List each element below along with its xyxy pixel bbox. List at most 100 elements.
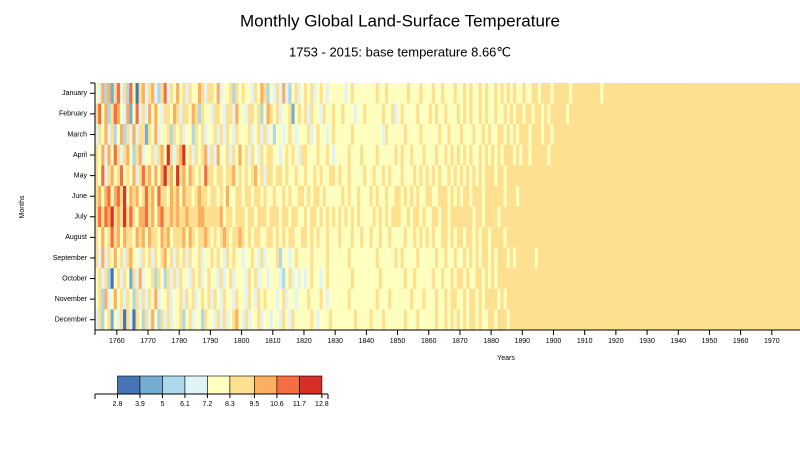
heat-cell (406, 103, 411, 125)
heat-cell (790, 144, 794, 166)
heat-cell (241, 206, 246, 228)
heat-cell (606, 144, 610, 166)
heat-cell (123, 288, 127, 310)
heat-cell (534, 268, 539, 290)
heat-cell (360, 124, 364, 146)
heat-cell (375, 144, 380, 166)
heat-cell (406, 268, 411, 290)
heat-cell (559, 144, 564, 166)
heat-cell (194, 185, 199, 207)
heat-cell (687, 268, 692, 290)
heat-cell (353, 268, 358, 290)
heat-cell (572, 206, 576, 228)
heat-cell (438, 185, 442, 207)
heat-cell (759, 268, 763, 290)
heat-cell (385, 185, 389, 207)
heat-cell (478, 268, 483, 290)
heat-cell (431, 206, 436, 228)
heat-cell (494, 309, 498, 331)
heat-cell (422, 227, 426, 248)
heat-cell (562, 185, 567, 207)
heat-cell (478, 144, 483, 166)
heat-cell (734, 103, 738, 125)
heat-cell (484, 103, 489, 125)
heat-cell (541, 124, 545, 146)
heat-cell (325, 206, 330, 228)
heat-cell (176, 288, 180, 310)
heat-cell (463, 165, 467, 187)
heat-cell (216, 165, 221, 187)
heat-cell (771, 247, 776, 269)
heat-cell (95, 206, 99, 228)
heat-cell (650, 124, 654, 146)
heat-cell (141, 124, 146, 146)
heat-cell (441, 268, 445, 290)
heat-cell (95, 247, 99, 269)
heat-cell (450, 83, 454, 104)
heat-cell (609, 103, 614, 125)
heat-cell (229, 103, 233, 125)
heat-cell (494, 288, 498, 310)
heat-cell (487, 144, 492, 166)
heat-cell (472, 103, 476, 125)
heat-cell (254, 83, 258, 104)
heat-cell (516, 144, 520, 166)
heat-cell (472, 144, 476, 166)
heat-cell (537, 288, 542, 310)
heat-cell (213, 185, 217, 207)
heat-cell (456, 247, 461, 269)
heat-cell (235, 83, 239, 104)
heat-cell (600, 83, 604, 104)
heat-cell (260, 144, 264, 166)
heat-cell (113, 185, 118, 207)
heat-cell (163, 83, 168, 104)
heat-cell (603, 288, 607, 310)
heat-cell (257, 206, 261, 228)
heat-cell (250, 268, 255, 290)
heat-cell (500, 247, 504, 269)
heat-cell (681, 83, 685, 104)
heat-cell (781, 83, 785, 104)
heat-cell (247, 103, 252, 125)
heat-cell (706, 206, 710, 228)
heat-cell (687, 206, 692, 228)
heat-cell (743, 103, 748, 125)
heat-cell (341, 185, 345, 207)
heat-cell (375, 185, 380, 207)
heat-cell (703, 206, 707, 228)
heat-cell (712, 165, 716, 187)
heat-cell (537, 268, 542, 290)
heat-cell (438, 247, 442, 269)
heat-cell (381, 227, 386, 248)
heat-cell (790, 206, 794, 228)
heat-cell (247, 185, 252, 207)
heat-cell (678, 103, 682, 125)
heat-cell (544, 309, 548, 331)
heat-cell (132, 288, 136, 310)
heat-cell (547, 144, 551, 166)
heat-cell (179, 247, 183, 269)
heat-cell (572, 124, 576, 146)
heat-cell (328, 103, 333, 125)
heat-cell (672, 144, 676, 166)
heat-cell (618, 185, 623, 207)
heat-cell (141, 103, 146, 125)
heat-cell (282, 247, 286, 269)
heat-cell (503, 227, 508, 248)
heat-cell (266, 165, 270, 187)
heat-cell (360, 103, 364, 125)
heat-cell (266, 247, 270, 269)
heat-cell (360, 247, 364, 269)
heat-cell (182, 309, 186, 331)
heat-cell (369, 83, 373, 104)
heat-cell (784, 309, 788, 331)
heat-cell (600, 288, 604, 310)
heat-cell (787, 227, 791, 248)
heat-cell (715, 83, 720, 104)
heat-cell (391, 227, 395, 248)
heat-cell (98, 185, 102, 207)
heat-cell (653, 206, 657, 228)
heat-cell (356, 309, 361, 331)
heat-cell (260, 309, 264, 331)
heat-cell (397, 268, 401, 290)
